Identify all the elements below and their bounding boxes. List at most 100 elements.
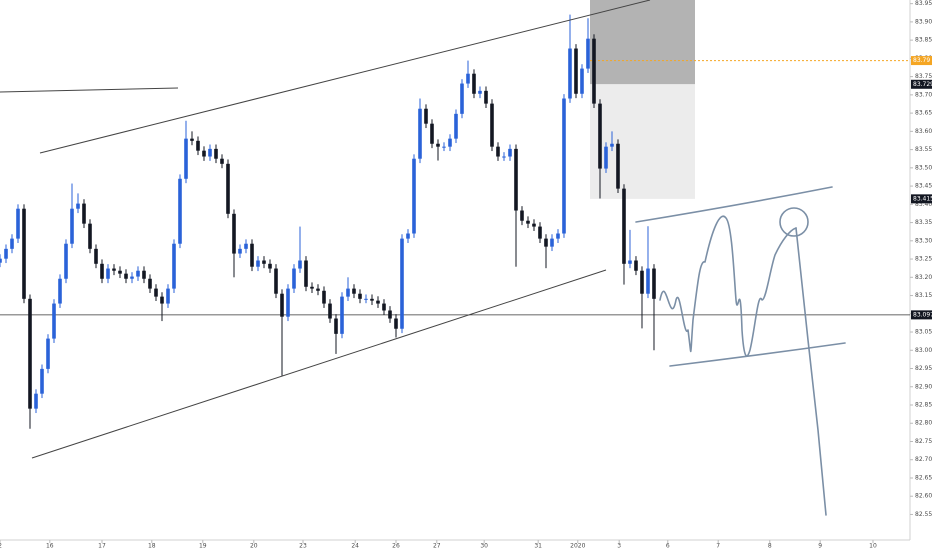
candle-body [430, 123, 434, 144]
y-tick-label: 82.850 [915, 402, 932, 409]
candle-body [436, 143, 440, 147]
candle-body [640, 270, 644, 294]
candle-body [4, 248, 8, 259]
candle-body [64, 243, 68, 279]
candle-body [544, 238, 548, 247]
candle-body [616, 143, 620, 189]
candle-body [598, 103, 602, 169]
candle-body [610, 143, 614, 147]
candle-body [622, 188, 626, 264]
x-tick-label: 20 [250, 543, 258, 550]
candle-body [280, 293, 284, 317]
price-tag-label: 83.097 [913, 311, 932, 318]
highlight-circle [779, 207, 809, 237]
candle-body [94, 248, 98, 264]
candle-body [148, 278, 152, 289]
candle-body [154, 288, 158, 297]
channel-lower [669, 342, 846, 367]
candle-body [118, 270, 122, 274]
candle-body [310, 286, 314, 289]
candle-body [496, 146, 500, 157]
y-tick-label: 83.600 [915, 128, 932, 135]
candle-body [346, 288, 350, 297]
y-tick-label: 83.850 [915, 37, 932, 44]
y-tick-label: 83.550 [915, 146, 932, 153]
y-tick-label: 83.250 [915, 256, 932, 263]
candle-body [268, 263, 272, 269]
y-tick-label: 83.500 [915, 164, 932, 171]
candle-body [586, 38, 590, 69]
candle-body [358, 293, 362, 299]
price-tag [911, 56, 932, 66]
y-tick-label: 82.800 [915, 420, 932, 427]
candle-body [562, 98, 566, 234]
x-tick-label: 3 [617, 543, 621, 550]
candle-body [40, 368, 44, 394]
candle-body [58, 278, 62, 304]
candle-body [160, 296, 164, 304]
candle-body [514, 148, 518, 211]
candle-body [172, 243, 176, 289]
candle-body [142, 270, 146, 279]
candle-body [424, 108, 428, 124]
candle-body [472, 73, 476, 94]
candle-body [460, 83, 464, 114]
y-tick-label: 83.750 [915, 73, 932, 80]
candle-body [274, 268, 278, 294]
y-tick-label: 82.700 [915, 456, 932, 463]
candles [0, 14, 656, 429]
candle-body [412, 158, 416, 234]
x-tick-label: 19 [199, 543, 207, 550]
channel-upper [635, 186, 833, 223]
candle-body [508, 148, 512, 157]
candle-body [538, 226, 542, 239]
x-tick-label: 30 [480, 543, 488, 550]
candle-body [322, 290, 326, 304]
candle-body [484, 90, 488, 104]
candle-body [124, 273, 128, 279]
candle-body [520, 210, 524, 221]
candle-body [292, 268, 296, 289]
x-tick-label: 8 [768, 543, 772, 550]
candle-body [316, 288, 320, 291]
y-tick-label: 83.200 [915, 274, 932, 281]
y-tick-label: 83.300 [915, 237, 932, 244]
zone-light [590, 84, 695, 199]
candle-body [46, 338, 50, 369]
candle-body [130, 276, 134, 279]
candle-body [478, 90, 482, 94]
candle-body [490, 103, 494, 147]
price-tag-label: 83.729 [913, 81, 932, 88]
y-tick-label: 83.050 [915, 329, 932, 336]
candle-body [76, 203, 80, 209]
candle-body [10, 238, 14, 249]
candle-body [364, 298, 368, 300]
candle-body [112, 268, 116, 271]
price-tag-label: 83.415 [913, 195, 932, 202]
price-tag [911, 310, 932, 320]
y-tick-label: 83.450 [915, 183, 932, 190]
candle-body [526, 220, 530, 224]
zones [590, 0, 695, 199]
candle-body [334, 318, 338, 334]
candle-body [652, 268, 656, 299]
candle-body [244, 243, 248, 249]
y-tick-label: 83.350 [915, 219, 932, 226]
candle-body [166, 288, 170, 304]
candle-body [256, 260, 260, 267]
candle-body [226, 163, 230, 214]
candle-body [448, 138, 452, 147]
y-tick-label: 82.900 [915, 383, 932, 390]
zone-dark [590, 0, 695, 85]
candle-body [418, 108, 422, 159]
x-tick-label: 18 [148, 543, 156, 550]
candle-body [634, 260, 638, 271]
price-tag-label: 83.79 [913, 57, 930, 64]
x-tick-label: 16 [46, 543, 54, 550]
y-tick-label: 83.150 [915, 292, 932, 299]
candle-body [580, 68, 584, 94]
candle-body [532, 223, 536, 227]
candle-body [16, 208, 20, 239]
candle-body [136, 270, 140, 277]
y-tick-label: 83.700 [915, 91, 932, 98]
